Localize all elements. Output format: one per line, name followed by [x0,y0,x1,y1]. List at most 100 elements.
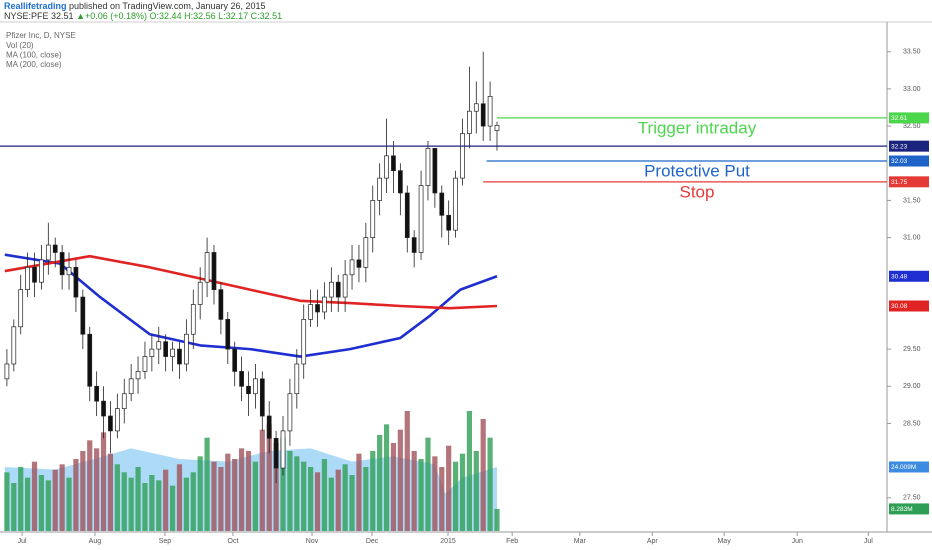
price-badge [889,270,929,282]
candle-body [404,192,410,238]
volume-bar [66,477,72,531]
volume-bar [183,477,189,531]
candle-body [170,348,175,357]
candle-body [114,408,120,432]
candle-body [218,289,224,320]
volume-bar [377,435,383,531]
candle-body [349,259,355,276]
price-badge [889,503,929,515]
volume-bar [335,469,341,531]
y-tick-label: 27.50 [903,495,921,502]
volume-bar [259,429,265,531]
candle-body [94,385,99,402]
volume-bar [404,411,410,531]
volume-bar [73,459,79,531]
volume-bar [11,483,17,531]
volume-bar [356,453,362,531]
price-badge [889,176,929,188]
x-tick-label: 2015 [440,538,456,545]
volume-bar [128,477,134,531]
volume-bar [314,472,321,531]
volume-bar [349,475,355,531]
candle-body [439,192,445,216]
candle-body [52,244,58,253]
volume-bar [280,437,286,531]
candle-body [18,289,24,328]
candle-body [39,259,44,283]
legend-entry: Vol (20) [6,41,34,50]
level-annotation: Protective Put [644,162,750,181]
x-tick-label: Dec [366,538,379,545]
candle-body [177,348,182,365]
y-tick-label: 33.50 [903,49,921,56]
volume-bar [149,475,155,531]
x-tick-label: Feb [506,538,518,545]
candle-body [156,341,162,350]
price-badge-label: 32.03 [891,158,908,165]
candle-body [425,148,431,186]
candle-body [363,237,369,268]
candle-body [259,378,265,417]
candle-body [287,393,293,432]
volume-bar [459,453,466,531]
x-tick-label: May [717,538,731,545]
volume-bar [383,424,390,531]
candle-body [73,266,79,298]
volume-bar [163,469,169,531]
x-tick-label: Aug [89,538,102,545]
candle-body [480,103,486,127]
volume-bar [176,464,183,531]
volume-bar [397,429,403,531]
candle-body [211,252,217,290]
volume-bar [190,472,196,531]
candle-body [246,385,251,395]
candle-body [391,155,396,172]
ticker: NYSE:PFE [4,11,49,21]
candle-body [432,148,438,194]
candle-body [25,266,30,290]
publish-line: Reallifetrading published on TradingView… [4,1,282,11]
legend-entry: MA (100, close) [6,51,62,60]
volume-bar [107,453,114,531]
candle-body [266,415,272,439]
volume-bar [4,472,10,531]
x-tick-label: Jul [864,538,873,545]
candle-body [149,348,155,357]
volume-bar [52,469,58,531]
candle-body [322,296,327,313]
candle-body [446,214,452,231]
candle-body [232,348,238,372]
candle-body [301,319,307,365]
y-tick-label: 33.00 [903,86,921,93]
volume-bar [439,467,445,531]
candle-body [11,326,17,365]
candle-body [4,363,10,380]
candle-body [294,363,300,395]
price-badge-label: 31.75 [891,179,908,186]
volume-bar [411,451,417,531]
candle-body [121,393,127,409]
candle-body [377,177,382,201]
x-tick-label: Sep [159,538,172,545]
price-badge [889,140,929,152]
price-badge-label: 32.23 [891,143,908,150]
volume-bar [487,437,493,531]
ohlc: O:32.44 H:32.56 L:32.17 C:32.51 [149,11,283,21]
volume-bar [197,456,203,531]
quote-line: NYSE:PFE 32.51 ▲+0.06 (+0.18%) O:32.44 H… [4,11,282,21]
volume-bar [204,437,210,531]
x-tick-label: Apr [647,538,659,545]
volume-bar [31,461,38,531]
volume-bar [480,419,486,531]
price-badge [889,155,929,167]
volume-bar [135,467,141,531]
volume-bar [287,451,293,531]
published: published on TradingView.com, January 26… [66,1,266,11]
volume-bar [18,467,24,531]
author[interactable]: Reallifetrading [4,1,67,11]
volume-bar [308,467,314,531]
candle-body [370,200,376,238]
candle-body [328,281,334,298]
candle-body [411,237,417,253]
candle-body [342,274,348,298]
